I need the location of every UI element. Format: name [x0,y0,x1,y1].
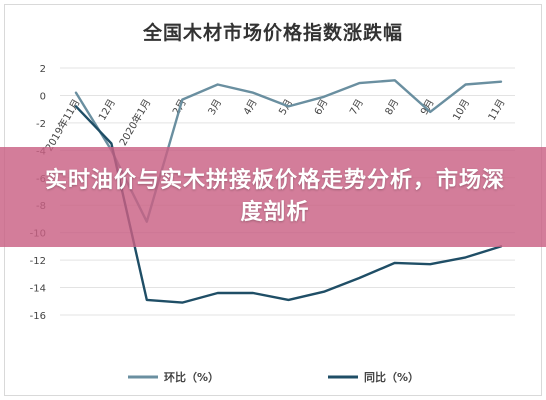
y-tick-label: -14 [30,284,46,295]
x-tick-label: 2019年11月 [42,96,82,153]
x-tick-label: 3月 [206,97,225,117]
y-tick-label: -12 [30,256,46,267]
y-tick-label: -2 [36,119,46,130]
x-tick-label: 9月 [418,97,437,117]
y-tick-label: 2 [40,64,46,75]
x-tick-label: 8月 [383,97,402,117]
overlay-banner: 实时油价与实木拼接板价格走势分析，市场深度剖析 [0,147,546,247]
x-tick-label: 11月 [486,97,508,123]
x-tick-label: 7月 [347,97,366,117]
chart-title: 全国木材市场价格指数涨跌幅 [142,22,403,44]
x-tick-label: 2020年1月 [116,96,153,147]
x-tick-label: 10月 [450,97,472,123]
y-tick-label: 0 [40,91,46,102]
x-tick-label: 12月 [96,97,118,123]
legend: 环比（%） 同比（%） [128,370,419,384]
legend-label: 同比（%） [364,370,419,384]
y-tick-label: -16 [30,311,46,322]
x-tick-label: 5月 [277,97,296,117]
legend-label: 环比（%） [164,370,219,384]
banner-headline: 实时油价与实木拼接板价格走势分析，市场深度剖析 [44,168,505,225]
x-tick-label: 4月 [241,97,260,117]
